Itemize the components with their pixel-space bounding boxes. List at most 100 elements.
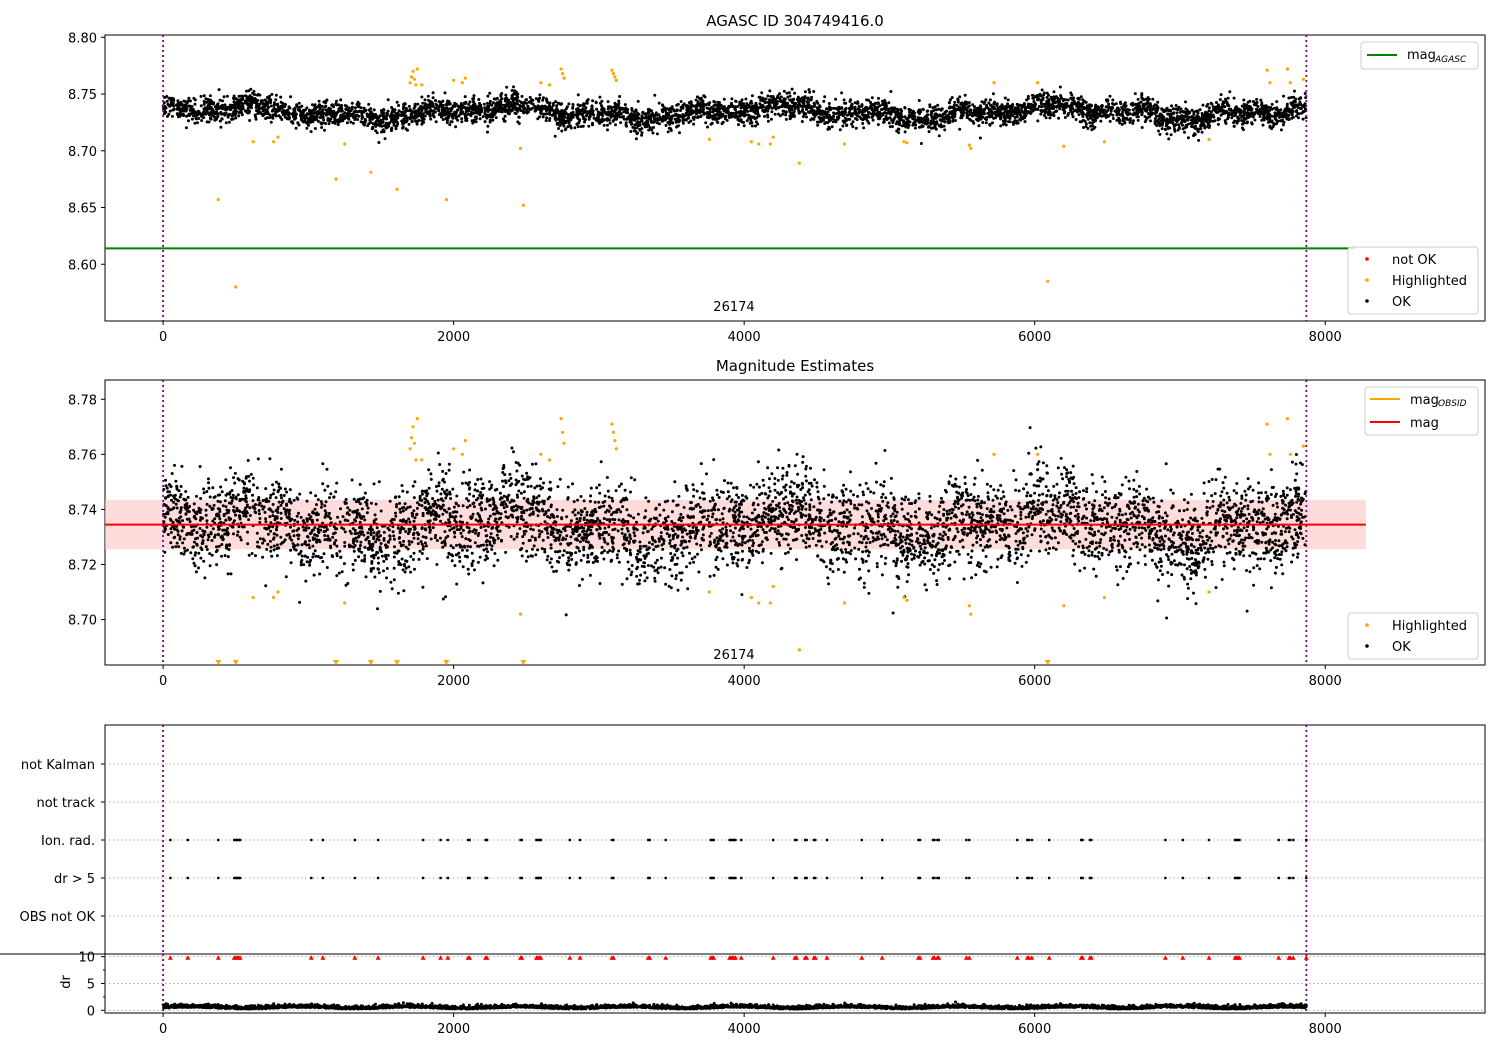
top-ok-point (202, 94, 206, 98)
top-ok-point (824, 115, 828, 119)
top-ok-point (1160, 127, 1164, 131)
top-ok-point (921, 117, 925, 121)
top-ok-point (407, 116, 411, 120)
top-ok-point (414, 115, 418, 119)
top-ok-point (380, 109, 383, 112)
top-ok-point (208, 116, 212, 120)
top-ok-point (761, 104, 765, 108)
top-ok-point (571, 110, 575, 114)
top-ok-point (1297, 112, 1301, 116)
top-ok-point (222, 95, 226, 99)
top-ok-point (1170, 104, 1173, 108)
top-ok-point (401, 107, 405, 111)
top-ok-point (984, 98, 988, 102)
top-ok-point (375, 131, 379, 135)
top-ok-point (848, 99, 852, 103)
top-ok-point (1066, 113, 1070, 117)
top-ok-point (903, 121, 907, 125)
top-ok-point (268, 113, 272, 117)
top-ok-point (304, 116, 308, 120)
top-ok-point (309, 130, 313, 134)
top-ok-point (1250, 121, 1254, 125)
top-ok-point (1037, 94, 1041, 98)
top-ok-point (921, 121, 925, 124)
top-ok-point (855, 118, 859, 122)
top-ok-point (548, 112, 552, 115)
top-ok-point (278, 108, 282, 112)
top-ok-point (186, 99, 190, 103)
top-ok-point (823, 95, 827, 99)
top-ok-point (844, 110, 847, 114)
top-ok-point (1268, 118, 1272, 122)
top-ok-point (1260, 104, 1264, 108)
top-ok-point (327, 122, 331, 126)
top-ok-point (434, 99, 438, 103)
top-ok-point (833, 106, 837, 110)
top-ok-point (1103, 112, 1107, 116)
top-ok-point (474, 117, 478, 121)
top-ok-point (541, 115, 545, 119)
top-ok-point (227, 112, 231, 116)
top-ok-point (1193, 117, 1197, 121)
top-ok-point (491, 101, 495, 105)
top-ok-point (1119, 102, 1123, 106)
top-ok-point (1249, 105, 1253, 109)
top-ok-point (293, 113, 297, 117)
top-ok-point (188, 114, 192, 117)
top-ok-point (317, 99, 321, 103)
top-ok-point (1088, 121, 1092, 125)
top-ok-point (675, 109, 679, 113)
top-ok-point (1135, 111, 1139, 115)
top-ok-point (201, 112, 204, 116)
top-ok-point (716, 109, 720, 113)
top-ok-point (1120, 113, 1123, 117)
top-ok-point (961, 113, 965, 117)
top-ok-point (686, 104, 690, 108)
top-ok-point (1256, 105, 1260, 108)
top-ok-point (294, 126, 298, 130)
top-ok-point (337, 103, 341, 107)
top-ok-point (1292, 106, 1296, 109)
top-ok-point (981, 115, 985, 119)
top-ok-point (448, 112, 452, 116)
top-ok-point (1180, 115, 1184, 119)
top-ok-point (1108, 94, 1112, 98)
top-ok-point (250, 95, 254, 99)
top-ok-point (544, 119, 548, 123)
top-ok-point (1177, 123, 1181, 127)
top-ok-point (332, 120, 336, 124)
top-ok-point (459, 106, 463, 110)
top-ok-point (341, 112, 345, 116)
top-ok-point (1255, 97, 1259, 101)
top-ytick-label: 8.65 (68, 202, 97, 217)
top-ok-point (545, 100, 549, 103)
top-ok-point (990, 121, 994, 125)
top-ok-point (402, 117, 406, 121)
top-ok-point (179, 100, 183, 104)
top-ok-point (634, 109, 638, 113)
top-ok-point (1170, 112, 1174, 116)
top-ok-point (437, 109, 441, 113)
top-ok-point (1059, 94, 1063, 97)
top-ok-point (562, 121, 566, 125)
top-ok-point (967, 101, 971, 105)
top-ok-point (225, 94, 229, 98)
top-ok-point (1069, 110, 1073, 113)
top-ok-point (635, 126, 639, 130)
top-ok-point (324, 104, 328, 108)
top-ok-point (992, 116, 996, 120)
top-ok-point (813, 102, 816, 106)
top-ok-point (526, 110, 529, 114)
top-ok-point (366, 113, 369, 117)
top-ok-point (1291, 115, 1295, 119)
top-ok-point (1086, 106, 1090, 110)
top-ok-point (457, 114, 461, 118)
top-ok-point (888, 112, 892, 116)
top-ok-point (502, 117, 505, 121)
top-ok-point (541, 98, 545, 102)
top-ok-point (1019, 114, 1023, 117)
top-ok-point (1069, 91, 1073, 95)
top-ok-point (715, 117, 719, 121)
top-ok-point (272, 101, 276, 105)
top-ok-point (419, 113, 423, 117)
